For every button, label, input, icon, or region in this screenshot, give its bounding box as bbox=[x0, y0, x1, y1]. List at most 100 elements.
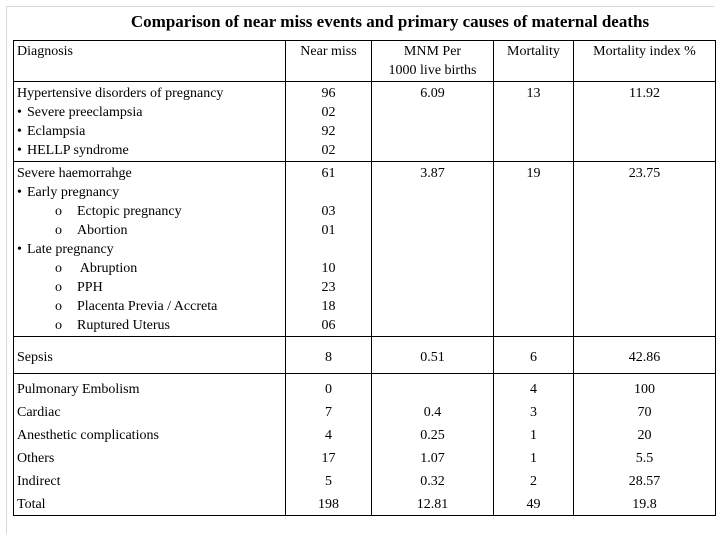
near-miss-cell: 17 bbox=[285, 446, 372, 469]
maternal-deaths-table: Diagnosis Near miss MNM Per 1000 live bi… bbox=[13, 40, 716, 516]
mortality-index-cell: 20 bbox=[573, 423, 716, 446]
diagnosis-cell: Indirect bbox=[13, 469, 286, 492]
group-label: Hypertensive disorders of pregnancy bbox=[17, 86, 224, 101]
near-miss-cell: 0 bbox=[285, 373, 372, 400]
mnm-cell: 12.81 bbox=[371, 492, 494, 516]
near-miss-value: 06 bbox=[321, 318, 336, 333]
mortality-index-cell: 19.8 bbox=[573, 492, 716, 516]
sub-label: Late pregnancy bbox=[27, 242, 114, 257]
group-label: Severe haemorrahge bbox=[17, 166, 132, 181]
mnm-cell bbox=[371, 373, 494, 400]
diagnosis-cell: Severe haemorrahge • Early pregnancy o Ect… bbox=[13, 161, 286, 337]
mortality-index-cell: 5.5 bbox=[573, 446, 716, 469]
sub-label: Eclampsia bbox=[27, 124, 86, 139]
near-miss-value: 23 bbox=[321, 280, 336, 295]
header-mortality-index: Mortality index % bbox=[573, 40, 716, 82]
circle-bullet-icon: o bbox=[55, 299, 62, 314]
diagnosis-cell: Others bbox=[13, 446, 286, 469]
near-miss-cell: 4 bbox=[285, 423, 372, 446]
circle-bullet-icon: o bbox=[55, 204, 62, 219]
diagnosis-cell: Total bbox=[13, 492, 286, 516]
near-miss-value: 10 bbox=[321, 261, 336, 276]
sub-item-label: Placenta Previa / Accreta bbox=[77, 299, 218, 314]
bullet-icon: • bbox=[17, 143, 22, 158]
sub-item-label: Ruptured Uterus bbox=[77, 318, 170, 333]
page-title: Comparison of near miss events and prima… bbox=[130, 12, 650, 31]
header-mnm: MNM Per 1000 live births bbox=[371, 40, 494, 82]
table-row: Others 17 1.07 1 5.5 bbox=[13, 446, 716, 469]
header-mortality: Mortality bbox=[493, 40, 574, 82]
table-row: Anesthetic complications 4 0.25 1 20 bbox=[13, 423, 716, 446]
mortality-cell: 1 bbox=[493, 423, 574, 446]
near-miss-cell: 5 bbox=[285, 469, 372, 492]
mortality-cell: 2 bbox=[493, 469, 574, 492]
near-miss-value: 01 bbox=[321, 223, 336, 238]
near-miss-value: 18 bbox=[321, 299, 336, 314]
table-row: Sepsis 8 0.51 6 42.86 bbox=[13, 336, 716, 374]
table-row: Pulmonary Embolism 0 4 100 bbox=[13, 373, 716, 400]
near-miss-value: 02 bbox=[321, 105, 336, 120]
circle-bullet-icon: o bbox=[55, 261, 62, 276]
mnm-cell: 0.25 bbox=[371, 423, 494, 446]
bullet-icon: • bbox=[17, 242, 22, 257]
mortality-cell: 6 bbox=[493, 336, 574, 374]
header-mnm-line1: MNM Per bbox=[403, 44, 462, 59]
table-row: Severe haemorrahge • Early pregnancy o Ect… bbox=[13, 161, 716, 337]
diagnosis-cell: Pulmonary Embolism bbox=[13, 373, 286, 400]
mortality-index-cell: 70 bbox=[573, 400, 716, 423]
mnm-cell: 1.07 bbox=[371, 446, 494, 469]
bullet-icon: • bbox=[17, 124, 22, 139]
mnm-cell: 3.87 bbox=[371, 161, 494, 337]
header-diagnosis: Diagnosis bbox=[13, 40, 286, 82]
near-miss-cell: 61 03 01 10 23 18 06 bbox=[285, 161, 372, 337]
mortality-index-cell: 23.75 bbox=[573, 161, 716, 337]
table-row: Cardiac 7 0.4 3 70 bbox=[13, 400, 716, 423]
mortality-cell: 4 bbox=[493, 373, 574, 400]
mortality-cell: 3 bbox=[493, 400, 574, 423]
near-miss-value: 92 bbox=[321, 124, 336, 139]
header-mnm-line2: 1000 live births bbox=[388, 63, 477, 78]
mortality-cell: 1 bbox=[493, 446, 574, 469]
near-miss-cell: 96 02 92 02 bbox=[285, 81, 372, 162]
mnm-cell: 0.51 bbox=[371, 336, 494, 374]
bullet-icon: • bbox=[17, 105, 22, 120]
sub-label: HELLP syndrome bbox=[27, 143, 129, 158]
mortality-cell: 13 bbox=[493, 81, 574, 162]
mortality-index-cell: 28.57 bbox=[573, 469, 716, 492]
near-miss-cell: 198 bbox=[285, 492, 372, 516]
table-row: Indirect 5 0.32 2 28.57 bbox=[13, 469, 716, 492]
mortality-index-cell: 42.86 bbox=[573, 336, 716, 374]
sub-item-label: Abruption bbox=[77, 261, 138, 276]
diagnosis-cell: Sepsis bbox=[13, 336, 286, 374]
diagnosis-cell: Hypertensive disorders of pregnancy • Sev… bbox=[13, 81, 286, 162]
bullet-icon: • bbox=[17, 185, 22, 200]
sub-item-label: Ectopic pregnancy bbox=[77, 204, 182, 219]
header-row: Diagnosis Near miss MNM Per 1000 live bi… bbox=[13, 40, 716, 82]
mnm-cell: 6.09 bbox=[371, 81, 494, 162]
mortality-cell: 49 bbox=[493, 492, 574, 516]
circle-bullet-icon: o bbox=[55, 223, 62, 238]
mnm-cell: 0.32 bbox=[371, 469, 494, 492]
near-miss-value: 03 bbox=[321, 204, 336, 219]
table-row: Hypertensive disorders of pregnancy • Sev… bbox=[13, 81, 716, 162]
sub-label: Early pregnancy bbox=[27, 185, 120, 200]
near-miss-value: 61 bbox=[321, 166, 336, 181]
mortality-index-cell: 100 bbox=[573, 373, 716, 400]
circle-bullet-icon: o bbox=[55, 318, 62, 333]
sub-item-label: Abortion bbox=[77, 223, 128, 238]
diagnosis-cell: Cardiac bbox=[13, 400, 286, 423]
total-row: Total 198 12.81 49 19.8 bbox=[13, 492, 716, 516]
slide-frame bbox=[6, 6, 714, 534]
sub-label: Severe preeclampsia bbox=[27, 105, 143, 120]
mortality-index-cell: 11.92 bbox=[573, 81, 716, 162]
near-miss-cell: 8 bbox=[285, 336, 372, 374]
near-miss-cell: 7 bbox=[285, 400, 372, 423]
sub-item-label: PPH bbox=[77, 280, 103, 295]
header-near-miss: Near miss bbox=[285, 40, 372, 82]
near-miss-value: 02 bbox=[321, 143, 336, 158]
circle-bullet-icon: o bbox=[55, 280, 62, 295]
mnm-cell: 0.4 bbox=[371, 400, 494, 423]
diagnosis-cell: Anesthetic complications bbox=[13, 423, 286, 446]
mortality-cell: 19 bbox=[493, 161, 574, 337]
near-miss-value: 96 bbox=[321, 86, 336, 101]
